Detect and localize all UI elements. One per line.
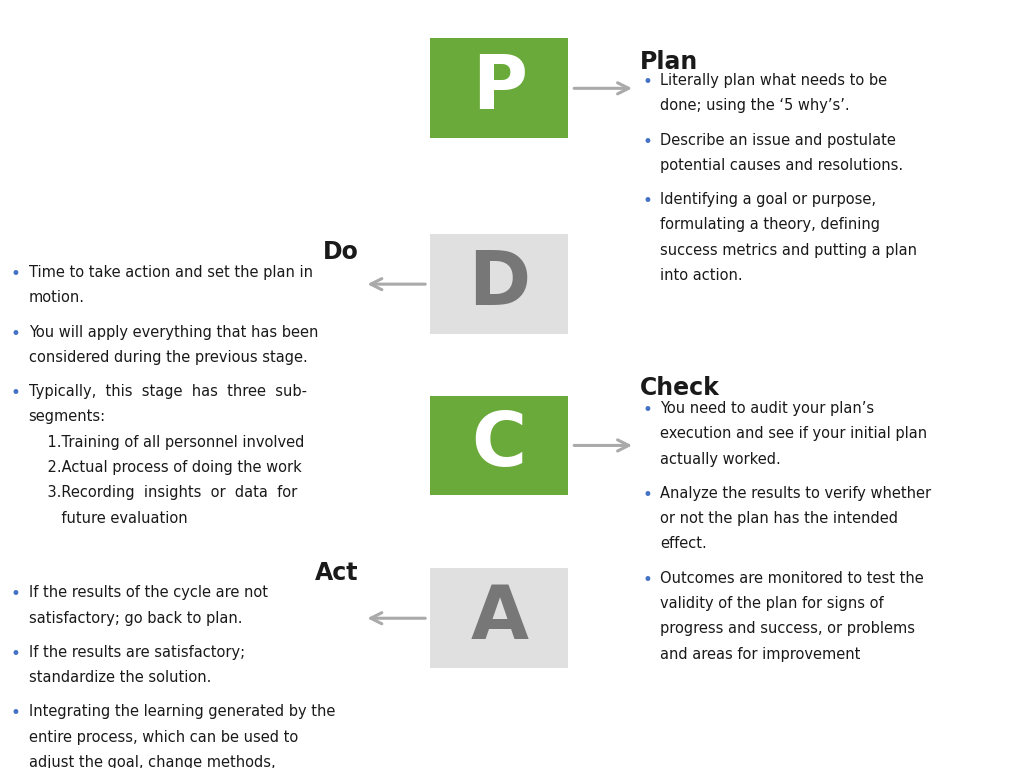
- FancyBboxPatch shape: [430, 234, 568, 334]
- Text: Integrating the learning generated by the: Integrating the learning generated by th…: [29, 704, 335, 720]
- Text: P: P: [472, 51, 526, 125]
- Text: segments:: segments:: [29, 409, 105, 425]
- Text: future evaluation: future evaluation: [29, 511, 187, 526]
- Text: Do: Do: [323, 240, 358, 263]
- Text: C: C: [472, 409, 526, 482]
- Text: Typically,  this  stage  has  three  sub-: Typically, this stage has three sub-: [29, 384, 306, 399]
- Text: execution and see if your initial plan: execution and see if your initial plan: [660, 426, 928, 442]
- Text: •: •: [10, 585, 20, 603]
- Text: Plan: Plan: [640, 50, 698, 74]
- Text: actually worked.: actually worked.: [660, 452, 781, 467]
- Text: entire process, which can be used to: entire process, which can be used to: [29, 730, 298, 745]
- Text: You will apply everything that has been: You will apply everything that has been: [29, 325, 318, 339]
- Text: adjust the goal, change methods,: adjust the goal, change methods,: [29, 755, 275, 768]
- Text: motion.: motion.: [29, 290, 85, 306]
- Text: •: •: [10, 325, 20, 343]
- Text: •: •: [642, 192, 652, 210]
- Text: considered during the previous stage.: considered during the previous stage.: [29, 350, 307, 365]
- Text: progress and success, or problems: progress and success, or problems: [660, 621, 915, 637]
- Text: •: •: [642, 73, 652, 91]
- Text: Check: Check: [640, 376, 720, 400]
- Text: •: •: [642, 401, 652, 419]
- FancyBboxPatch shape: [430, 396, 568, 495]
- Text: or not the plan has the intended: or not the plan has the intended: [660, 511, 898, 526]
- Text: Describe an issue and postulate: Describe an issue and postulate: [660, 133, 896, 147]
- Text: standardize the solution.: standardize the solution.: [29, 670, 211, 685]
- FancyBboxPatch shape: [430, 568, 568, 668]
- Text: Time to take action and set the plan in: Time to take action and set the plan in: [29, 265, 312, 280]
- Text: D: D: [468, 247, 530, 321]
- Text: •: •: [10, 265, 20, 283]
- Text: formulating a theory, defining: formulating a theory, defining: [660, 217, 881, 233]
- Text: satisfactory; go back to plan.: satisfactory; go back to plan.: [29, 611, 242, 626]
- Text: If the results of the cycle are not: If the results of the cycle are not: [29, 585, 267, 601]
- Text: •: •: [642, 571, 652, 589]
- FancyBboxPatch shape: [430, 38, 568, 138]
- Text: success metrics and putting a plan: success metrics and putting a plan: [660, 243, 918, 258]
- Text: A: A: [470, 581, 528, 655]
- Text: and areas for improvement: and areas for improvement: [660, 647, 861, 662]
- Text: into action.: into action.: [660, 268, 743, 283]
- Text: 3.Recording  insights  or  data  for: 3.Recording insights or data for: [29, 485, 297, 501]
- Text: •: •: [642, 133, 652, 151]
- Text: 2.Actual process of doing the work: 2.Actual process of doing the work: [29, 460, 301, 475]
- Text: If the results are satisfactory;: If the results are satisfactory;: [29, 645, 245, 660]
- Text: •: •: [10, 384, 20, 402]
- Text: Outcomes are monitored to test the: Outcomes are monitored to test the: [660, 571, 925, 586]
- Text: potential causes and resolutions.: potential causes and resolutions.: [660, 158, 903, 173]
- Text: effect.: effect.: [660, 537, 708, 551]
- Text: Analyze the results to verify whether: Analyze the results to verify whether: [660, 486, 932, 501]
- Text: Identifying a goal or purpose,: Identifying a goal or purpose,: [660, 192, 877, 207]
- Text: •: •: [642, 486, 652, 504]
- Text: You need to audit your plan’s: You need to audit your plan’s: [660, 401, 874, 416]
- Text: done; using the ‘5 why’s’.: done; using the ‘5 why’s’.: [660, 98, 850, 114]
- Text: Literally plan what needs to be: Literally plan what needs to be: [660, 73, 888, 88]
- Text: 1.Training of all personnel involved: 1.Training of all personnel involved: [29, 435, 304, 450]
- Text: •: •: [10, 645, 20, 663]
- Text: •: •: [10, 704, 20, 723]
- Text: Act: Act: [315, 561, 358, 584]
- Text: validity of the plan for signs of: validity of the plan for signs of: [660, 596, 884, 611]
